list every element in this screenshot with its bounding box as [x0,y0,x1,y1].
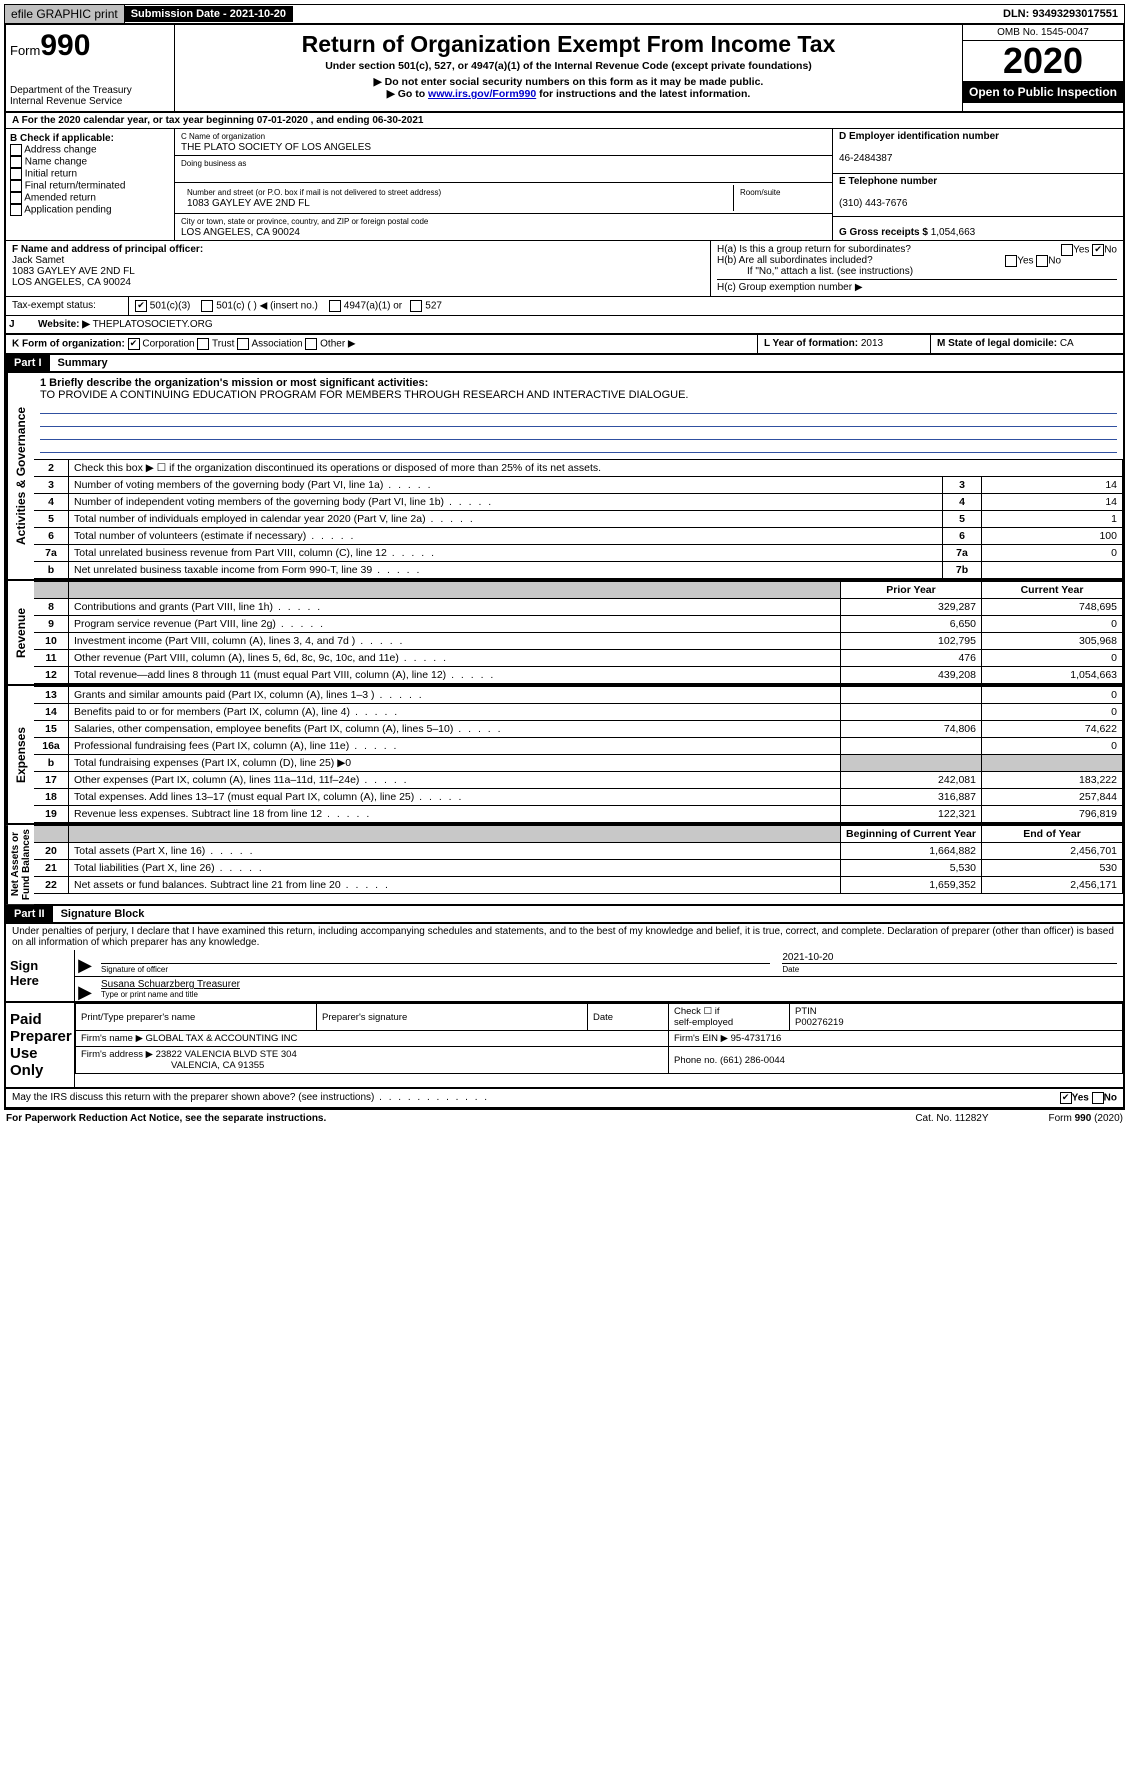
chk-amended[interactable] [10,192,22,204]
row-klm: K Form of organization: ✔ Corporation Tr… [4,335,1125,355]
sign-here-label: Sign Here [6,950,75,1001]
chk-name-change[interactable] [10,156,22,168]
form-subtitle: Under section 501(c), 527, or 4947(a)(1)… [179,60,958,72]
sign-here-block: Sign Here ▶ Signature of officer 2021-10… [4,950,1125,1003]
col-b-checkboxes: B Check if applicable: Address change Na… [6,129,175,240]
expenses-table: 13Grants and similar amounts paid (Part … [34,686,1123,823]
goto-note: ▶ Go to www.irs.gov/Form990 for instruct… [179,88,958,100]
top-bar: efile GRAPHIC print Submission Date - 20… [4,4,1125,24]
ein-value: 46-2484387 [839,153,892,164]
chk-501c[interactable] [201,300,213,312]
paid-preparer-block: Paid Preparer Use Only Print/Type prepar… [4,1003,1125,1089]
officer-cell: F Name and address of principal officer:… [6,241,711,296]
form-title: Return of Organization Exempt From Incom… [179,31,958,58]
form-number: Form990 [10,29,170,63]
tax-exempt-opts: ✔ 501(c)(3) 501(c) ( ) ◀ (insert no.) 49… [129,297,1123,315]
org-name-cell: C Name of organization THE PLATO SOCIETY… [175,129,832,156]
org-name: THE PLATO SOCIETY OF LOS ANGELES [181,142,371,153]
paid-preparer-label: Paid Preparer Use Only [6,1003,75,1087]
vlabel-revenue: Revenue [6,581,34,684]
mission-label: 1 Briefly describe the organization's mi… [34,373,1123,389]
chk-discuss-no[interactable] [1092,1092,1104,1104]
chk-app-pending[interactable] [10,204,22,216]
arrow-icon: ▶ [75,950,95,976]
gross-receipts-cell: G Gross receipts $ 1,054,663 [833,217,1123,240]
city-cell: City or town, state or province, country… [175,214,832,240]
open-to-public: Open to Public Inspection [963,81,1123,103]
efile-print-button[interactable]: efile GRAPHIC print [5,5,125,23]
arrow-icon: ▶ [75,977,95,1001]
vlabel-netassets: Net Assets orFund Balances [6,825,34,904]
chk-4947[interactable] [329,300,341,312]
dba-cell: Doing business as [175,156,832,183]
chk-discuss-yes[interactable]: ✔ [1060,1092,1072,1104]
revenue-table: Prior YearCurrent Year8Contributions and… [34,581,1123,684]
chk-ha-yes[interactable] [1061,244,1073,256]
phone-cell: E Telephone number (310) 443-7676 [833,174,1123,217]
chk-hb-yes[interactable] [1005,255,1017,267]
phone-value: (310) 443-7676 [839,198,907,209]
revenue-section: Revenue Prior YearCurrent Year8Contribut… [4,581,1125,686]
preparer-table: Print/Type preparer's name Preparer's si… [75,1003,1123,1074]
netassets-table: Beginning of Current YearEnd of Year20To… [34,825,1123,894]
dln: DLN: 93493293017551 [997,6,1124,22]
perjury-statement: Under penalties of perjury, I declare th… [4,924,1125,950]
chk-527[interactable] [410,300,422,312]
part-ii-header: Part II Signature Block [4,906,1125,924]
chk-address-change[interactable] [10,144,22,156]
chk-other[interactable] [305,338,317,350]
chk-trust[interactable] [197,338,209,350]
chk-final-return[interactable] [10,180,22,192]
discuss-row: May the IRS discuss this return with the… [4,1089,1125,1109]
chk-assoc[interactable] [237,338,249,350]
netassets-section: Net Assets orFund Balances Beginning of … [4,825,1125,906]
part-i-header: Part I Summary [4,355,1125,373]
dept-treasury: Department of the Treasury Internal Reve… [10,85,170,107]
omb-number: OMB No. 1545-0047 [963,25,1123,41]
tax-exempt-label: Tax-exempt status: [6,297,129,315]
tax-year: 2020 [963,41,1123,81]
vlabel-expenses: Expenses [6,686,34,823]
expenses-section: Expenses 13Grants and similar amounts pa… [4,686,1125,825]
row-a-tax-year: A For the 2020 calendar year, or tax yea… [6,113,1123,129]
group-return-cell: H(a) Is this a group return for subordin… [711,241,1123,296]
address-cell: Number and street (or P.O. box if mail i… [175,183,832,214]
mission-text: TO PROVIDE A CONTINUING EDUCATION PROGRA… [34,389,1123,401]
website-cell: Website: ▶ THEPLATOSOCIETY.ORG [32,316,1123,333]
ein-cell: D Employer identification number 46-2484… [833,129,1123,174]
ssn-note: ▶ Do not enter social security numbers o… [179,76,958,88]
form-header: Form990 Department of the Treasury Inter… [4,24,1125,113]
j-label: J [6,316,32,333]
vlabel-governance: Activities & Governance [6,373,34,579]
irs-link[interactable]: www.irs.gov/Form990 [428,88,536,100]
governance-table: 2Check this box ▶ ☐ if the organization … [34,459,1123,579]
chk-501c3[interactable]: ✔ [135,300,147,312]
chk-ha-no[interactable]: ✔ [1092,244,1104,256]
chk-hb-no[interactable] [1036,255,1048,267]
chk-initial-return[interactable] [10,168,22,180]
chk-corp[interactable]: ✔ [128,338,140,350]
entity-info-block: A For the 2020 calendar year, or tax yea… [4,113,1125,335]
submission-date: Submission Date - 2021-10-20 [125,6,293,22]
governance-section: Activities & Governance 1 Briefly descri… [4,373,1125,581]
footer-row: For Paperwork Reduction Act Notice, see … [4,1109,1125,1127]
